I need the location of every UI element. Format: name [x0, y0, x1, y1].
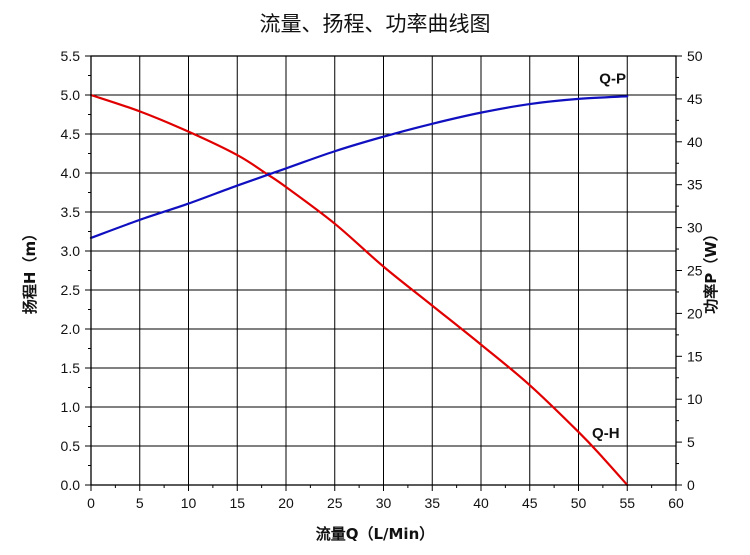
series-label-q-h: Q-H: [592, 425, 620, 442]
y-left-tick-label: 4.0: [61, 165, 81, 181]
curves: Q-H Q-P: [89, 70, 629, 487]
y-right-tick-label: 5: [687, 434, 695, 450]
x-tick-label: 40: [473, 495, 489, 511]
series-line-q-p: [89, 95, 629, 239]
y-axis-right-label: 功率P（W）: [702, 226, 720, 314]
chart-title: 流量、扬程、功率曲线图: [260, 12, 491, 36]
series-label-q-p: Q-P: [599, 70, 626, 87]
x-tick-label: 20: [278, 495, 294, 511]
y-right-tick-label: 50: [687, 48, 703, 64]
ticks: [85, 55, 682, 491]
x-tick-label: 60: [668, 495, 684, 511]
y-left-tick-label: 2.5: [61, 282, 81, 298]
y-axis-left-label: 扬程H（m）: [21, 226, 39, 314]
x-tick-label: 45: [522, 495, 538, 511]
x-tick-label: 30: [376, 495, 392, 511]
y-left-tick-label: 5.0: [61, 87, 81, 103]
y-left-tick-label: 3.0: [61, 243, 81, 259]
y-right-tick-label: 0: [687, 477, 695, 493]
x-tick-label: 15: [229, 495, 245, 511]
y-left-tick-label: 5.5: [61, 48, 81, 64]
y-right-tick-label: 30: [687, 220, 703, 236]
y-right-tick-label: 45: [687, 91, 703, 107]
y-right-tick-label: 10: [687, 391, 703, 407]
y-left-tick-label: 0.0: [61, 477, 81, 493]
x-tick-label: 10: [181, 495, 197, 511]
y-right-tick-label: 20: [687, 305, 703, 321]
y-right-tick-label: 35: [687, 177, 703, 193]
series-line-q-h: [89, 93, 629, 487]
x-tick-label: 50: [571, 495, 587, 511]
grid: [91, 56, 676, 485]
y-left-tick-label: 1.5: [61, 360, 81, 376]
y-left-tick-label: 1.0: [61, 399, 81, 415]
x-tick-label: 0: [87, 495, 95, 511]
y-left-tick-label: 3.5: [61, 204, 81, 220]
x-tick-label: 55: [619, 495, 635, 511]
y-right-tick-label: 15: [687, 348, 703, 364]
y-right-tick-label: 40: [687, 134, 703, 150]
y-left-tick-label: 0.5: [61, 438, 81, 454]
x-axis-label: 流量Q（L/Min）: [316, 525, 435, 543]
x-tick-label: 35: [424, 495, 440, 511]
y-left-tick-label: 2.0: [61, 321, 81, 337]
x-tick-label: 25: [327, 495, 343, 511]
y-right-tick-label: 25: [687, 263, 703, 279]
x-tick-label: 5: [136, 495, 144, 511]
y-left-tick-label: 4.5: [61, 126, 81, 142]
tick-labels: 0 5 10 15 20 25 30 35 40 45 50 55 600.00.51.01.52.02…: [61, 48, 703, 511]
